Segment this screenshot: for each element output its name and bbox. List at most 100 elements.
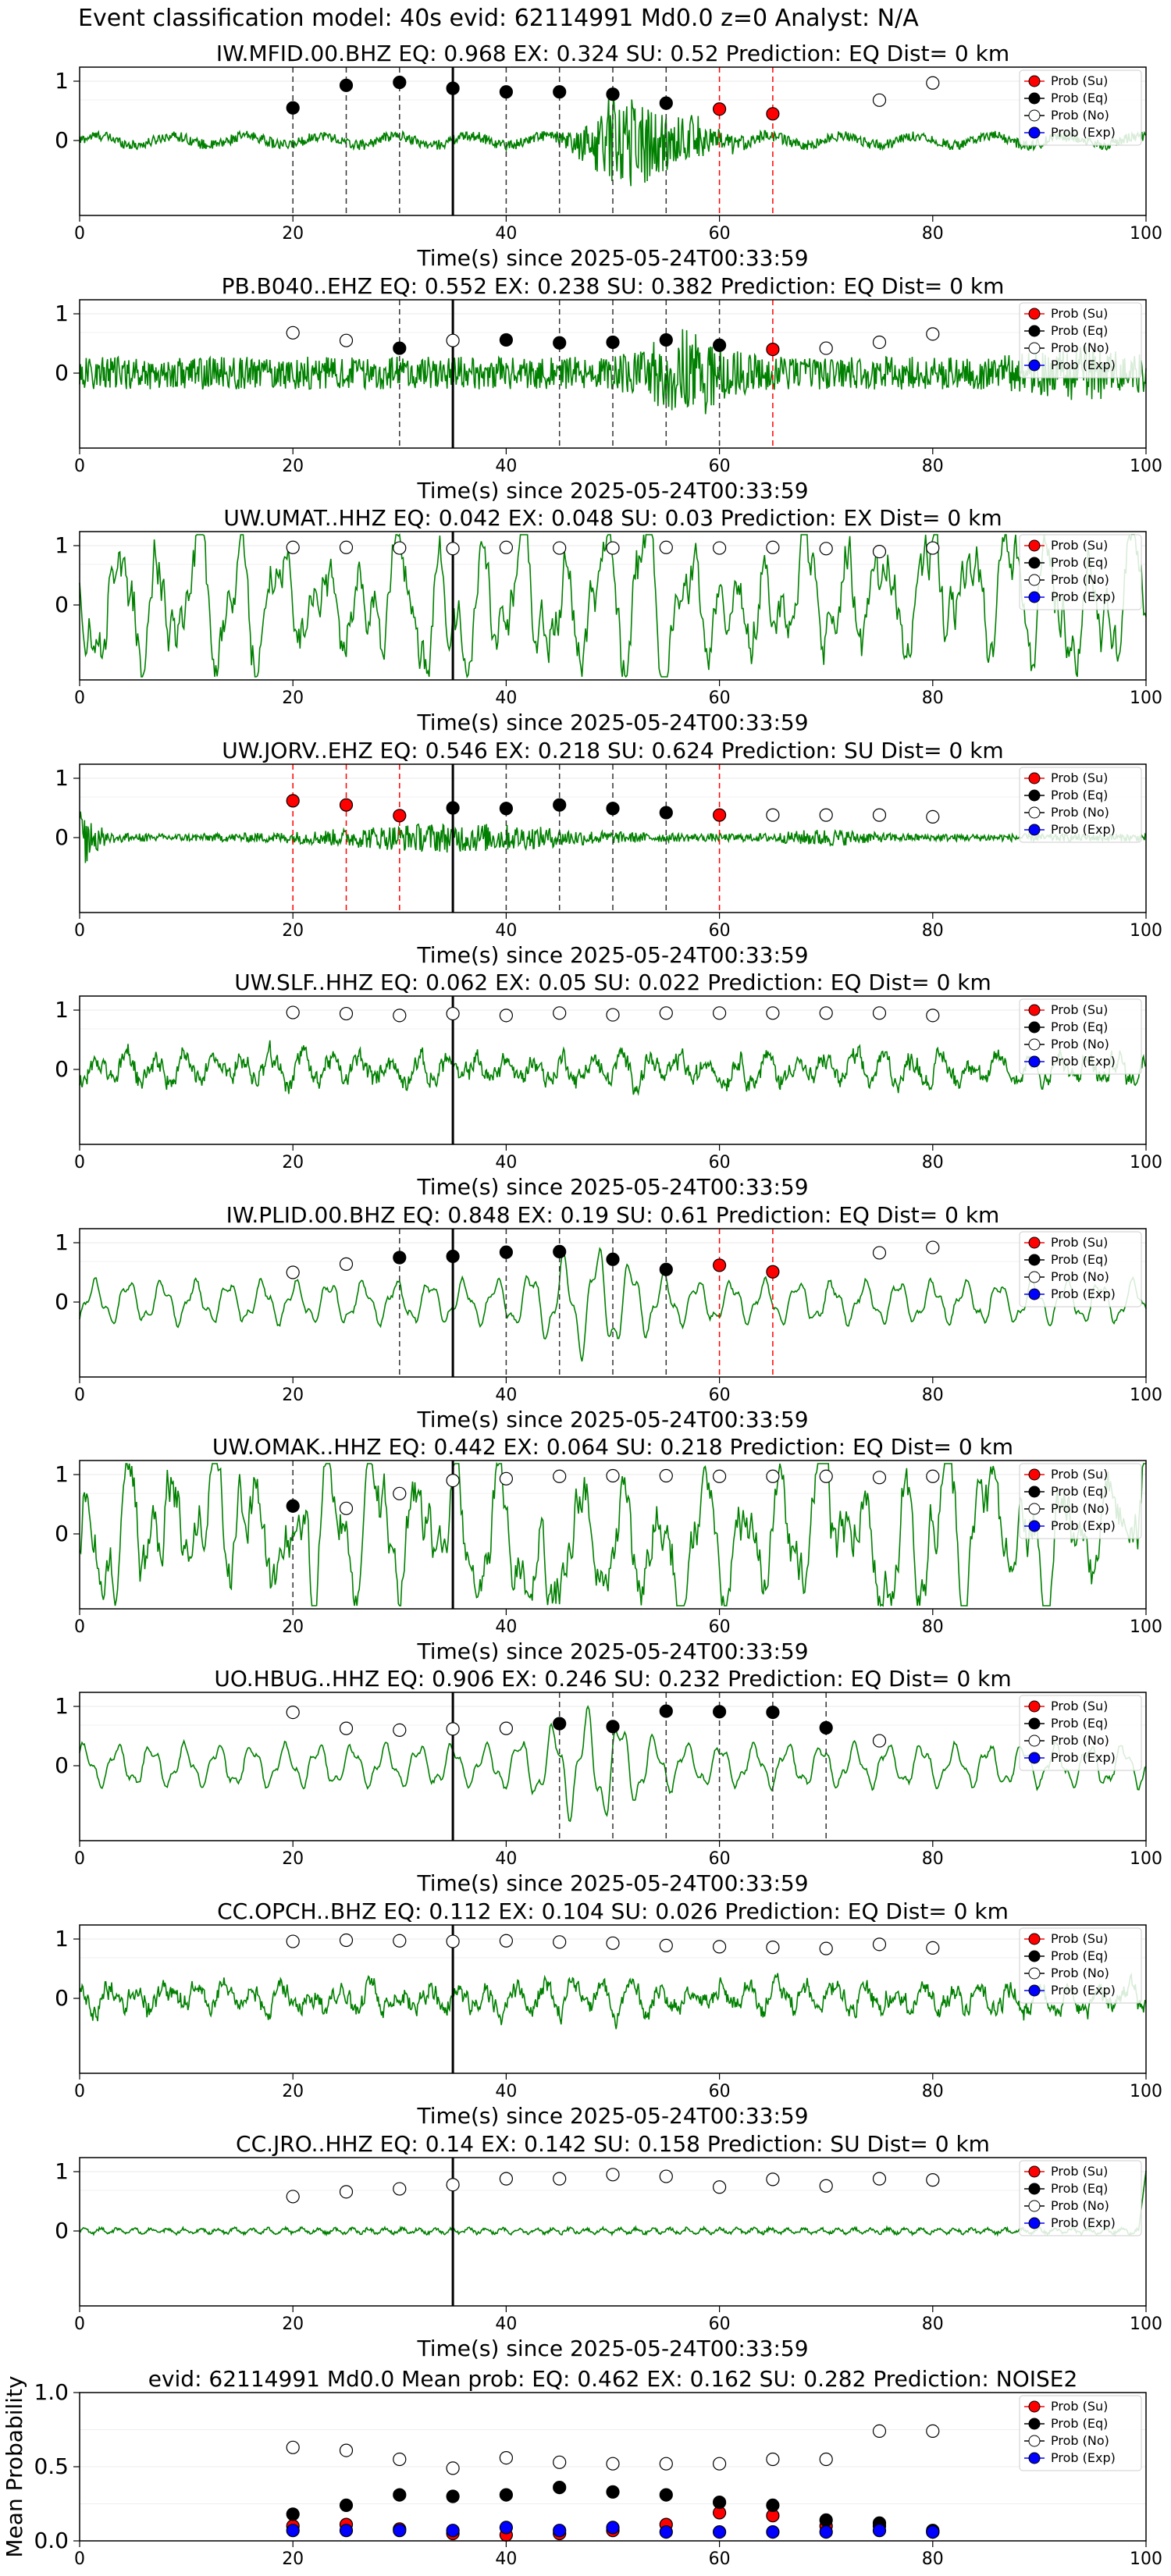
prob-point	[286, 1499, 300, 1513]
mean-prob-point	[553, 2524, 567, 2538]
legend-label: Prob (Exp)	[1051, 1750, 1116, 1765]
mean-prob-point	[926, 2424, 940, 2438]
prob-point	[393, 75, 407, 90]
x-tick-label: 100	[1130, 2314, 1162, 2334]
legend-label: Prob (Su)	[1051, 2164, 1108, 2179]
station-panel: PB.B040..EHZ EQ: 0.552 EX: 0.238 SU: 0.3…	[55, 273, 1162, 503]
prob-point	[339, 1721, 354, 1735]
y-tick-label: 1	[55, 1693, 69, 1719]
figure-title: Event classification model: 40s evid: 62…	[78, 5, 919, 32]
prob-point	[446, 1473, 460, 1488]
prob-point	[339, 78, 354, 92]
legend-box	[1019, 1231, 1142, 1308]
x-tick-label: 80	[922, 2082, 944, 2101]
prob-point	[926, 1469, 940, 1483]
prob-point	[712, 808, 727, 822]
y-tick-label: 0	[55, 2218, 69, 2243]
legend-label: Prob (Su)	[1051, 2399, 1108, 2414]
legend-marker	[1028, 1984, 1041, 1997]
legend-box	[1019, 1695, 1142, 1771]
legend: Prob (Su) Prob (Eq) Prob (No) Prob (Exp)	[1019, 1695, 1142, 1771]
axes-frame	[79, 1228, 1147, 1378]
legend-label: Prob (Eq)	[1051, 1716, 1108, 1731]
prob-point	[286, 794, 300, 808]
x-tick-label: 80	[922, 1153, 944, 1172]
panel-title: UO.HBUG..HHZ EQ: 0.906 EX: 0.246 SU: 0.2…	[214, 1666, 1011, 1692]
mean-prob-point	[286, 2440, 300, 2454]
axes-frame	[79, 299, 1147, 449]
prob-point	[819, 2179, 833, 2193]
prob-point	[446, 2178, 460, 2192]
legend-box	[1019, 302, 1142, 379]
legend: Prob (Su) Prob (Eq) Prob (No) Prob (Exp)	[1019, 302, 1142, 379]
y-axis-label: Mean Probability	[2, 2375, 27, 2557]
mean-prob-point	[499, 2521, 514, 2535]
prob-point	[872, 2172, 887, 2186]
legend-marker	[1028, 1288, 1041, 1300]
legend: Prob (Su) Prob (Eq) Prob (No) Prob (Exp)	[1019, 1927, 1142, 2004]
legend-marker	[1028, 1055, 1041, 1068]
prob-point	[819, 542, 833, 556]
prob-point	[712, 2180, 727, 2194]
y-tick-label: 1	[55, 68, 69, 94]
x-tick-label: 60	[709, 921, 731, 941]
x-tick-label: 60	[709, 1386, 731, 1405]
legend-marker	[1028, 539, 1041, 552]
prob-point	[712, 1006, 727, 1020]
mean-prob-point	[393, 2488, 407, 2502]
x-tick-label: 100	[1130, 688, 1162, 708]
mean-prob-point	[926, 2525, 940, 2539]
prob-point	[553, 1006, 567, 1020]
legend-marker	[1028, 1967, 1041, 1980]
y-tick-label: 0.5	[34, 2453, 69, 2479]
prob-point	[286, 101, 300, 115]
mean-prob-point	[712, 2525, 727, 2539]
prob-point	[553, 541, 567, 555]
legend-box	[1019, 1463, 1142, 1539]
mean-prob-point	[712, 2496, 727, 2510]
prob-point	[819, 1006, 833, 1020]
prob-point	[766, 808, 780, 822]
legend-marker	[1028, 1021, 1041, 1034]
y-tick-label: 0	[55, 1521, 69, 1546]
legend-label: Prob (Exp)	[1051, 1983, 1116, 1998]
legend-label: Prob (Su)	[1051, 1699, 1108, 1713]
prob-point	[606, 1252, 620, 1266]
legend-box	[1019, 998, 1142, 1075]
prob-point	[499, 2172, 514, 2186]
legend-marker	[1028, 2200, 1041, 2212]
legend-label: Prob (Eq)	[1051, 2416, 1108, 2431]
mean-prob-point	[819, 2452, 833, 2467]
y-tick-label: 0.0	[34, 2528, 69, 2553]
x-tick-label: 0	[74, 1617, 85, 1637]
x-tick-label: 0	[74, 688, 85, 708]
prob-point	[499, 1245, 514, 1259]
mean-prob-point	[766, 2452, 780, 2467]
legend-marker	[1028, 1468, 1041, 1481]
prob-point	[499, 1721, 514, 1735]
legend: Prob (Su) Prob (Eq) Prob (No) Prob (Exp)	[1019, 2395, 1142, 2471]
legend-label: Prob (Eq)	[1051, 788, 1108, 802]
legend-label: Prob (No)	[1051, 2433, 1109, 2448]
legend-marker	[1028, 557, 1041, 569]
prob-point	[659, 540, 673, 554]
prob-point	[393, 1251, 407, 1265]
legend-label: Prob (Eq)	[1051, 1019, 1108, 1034]
prob-point	[712, 1258, 727, 1272]
legend-marker	[1028, 1503, 1041, 1515]
legend-label: Prob (Eq)	[1051, 1484, 1108, 1499]
legend-marker	[1028, 2452, 1041, 2464]
prob-point	[712, 338, 727, 352]
legend-box	[1019, 2395, 1142, 2471]
legend-marker	[1028, 1950, 1041, 1962]
legend-label: Prob (Su)	[1051, 538, 1108, 553]
legend-label: Prob (Exp)	[1051, 1286, 1116, 1301]
prob-point	[446, 542, 460, 556]
prob-point	[766, 1941, 780, 1955]
x-tick-label: 0	[74, 1153, 85, 1172]
mean-prob-point	[499, 2451, 514, 2465]
legend-marker	[1028, 1004, 1041, 1016]
prob-point	[872, 808, 887, 822]
x-tick-label: 60	[709, 457, 731, 476]
